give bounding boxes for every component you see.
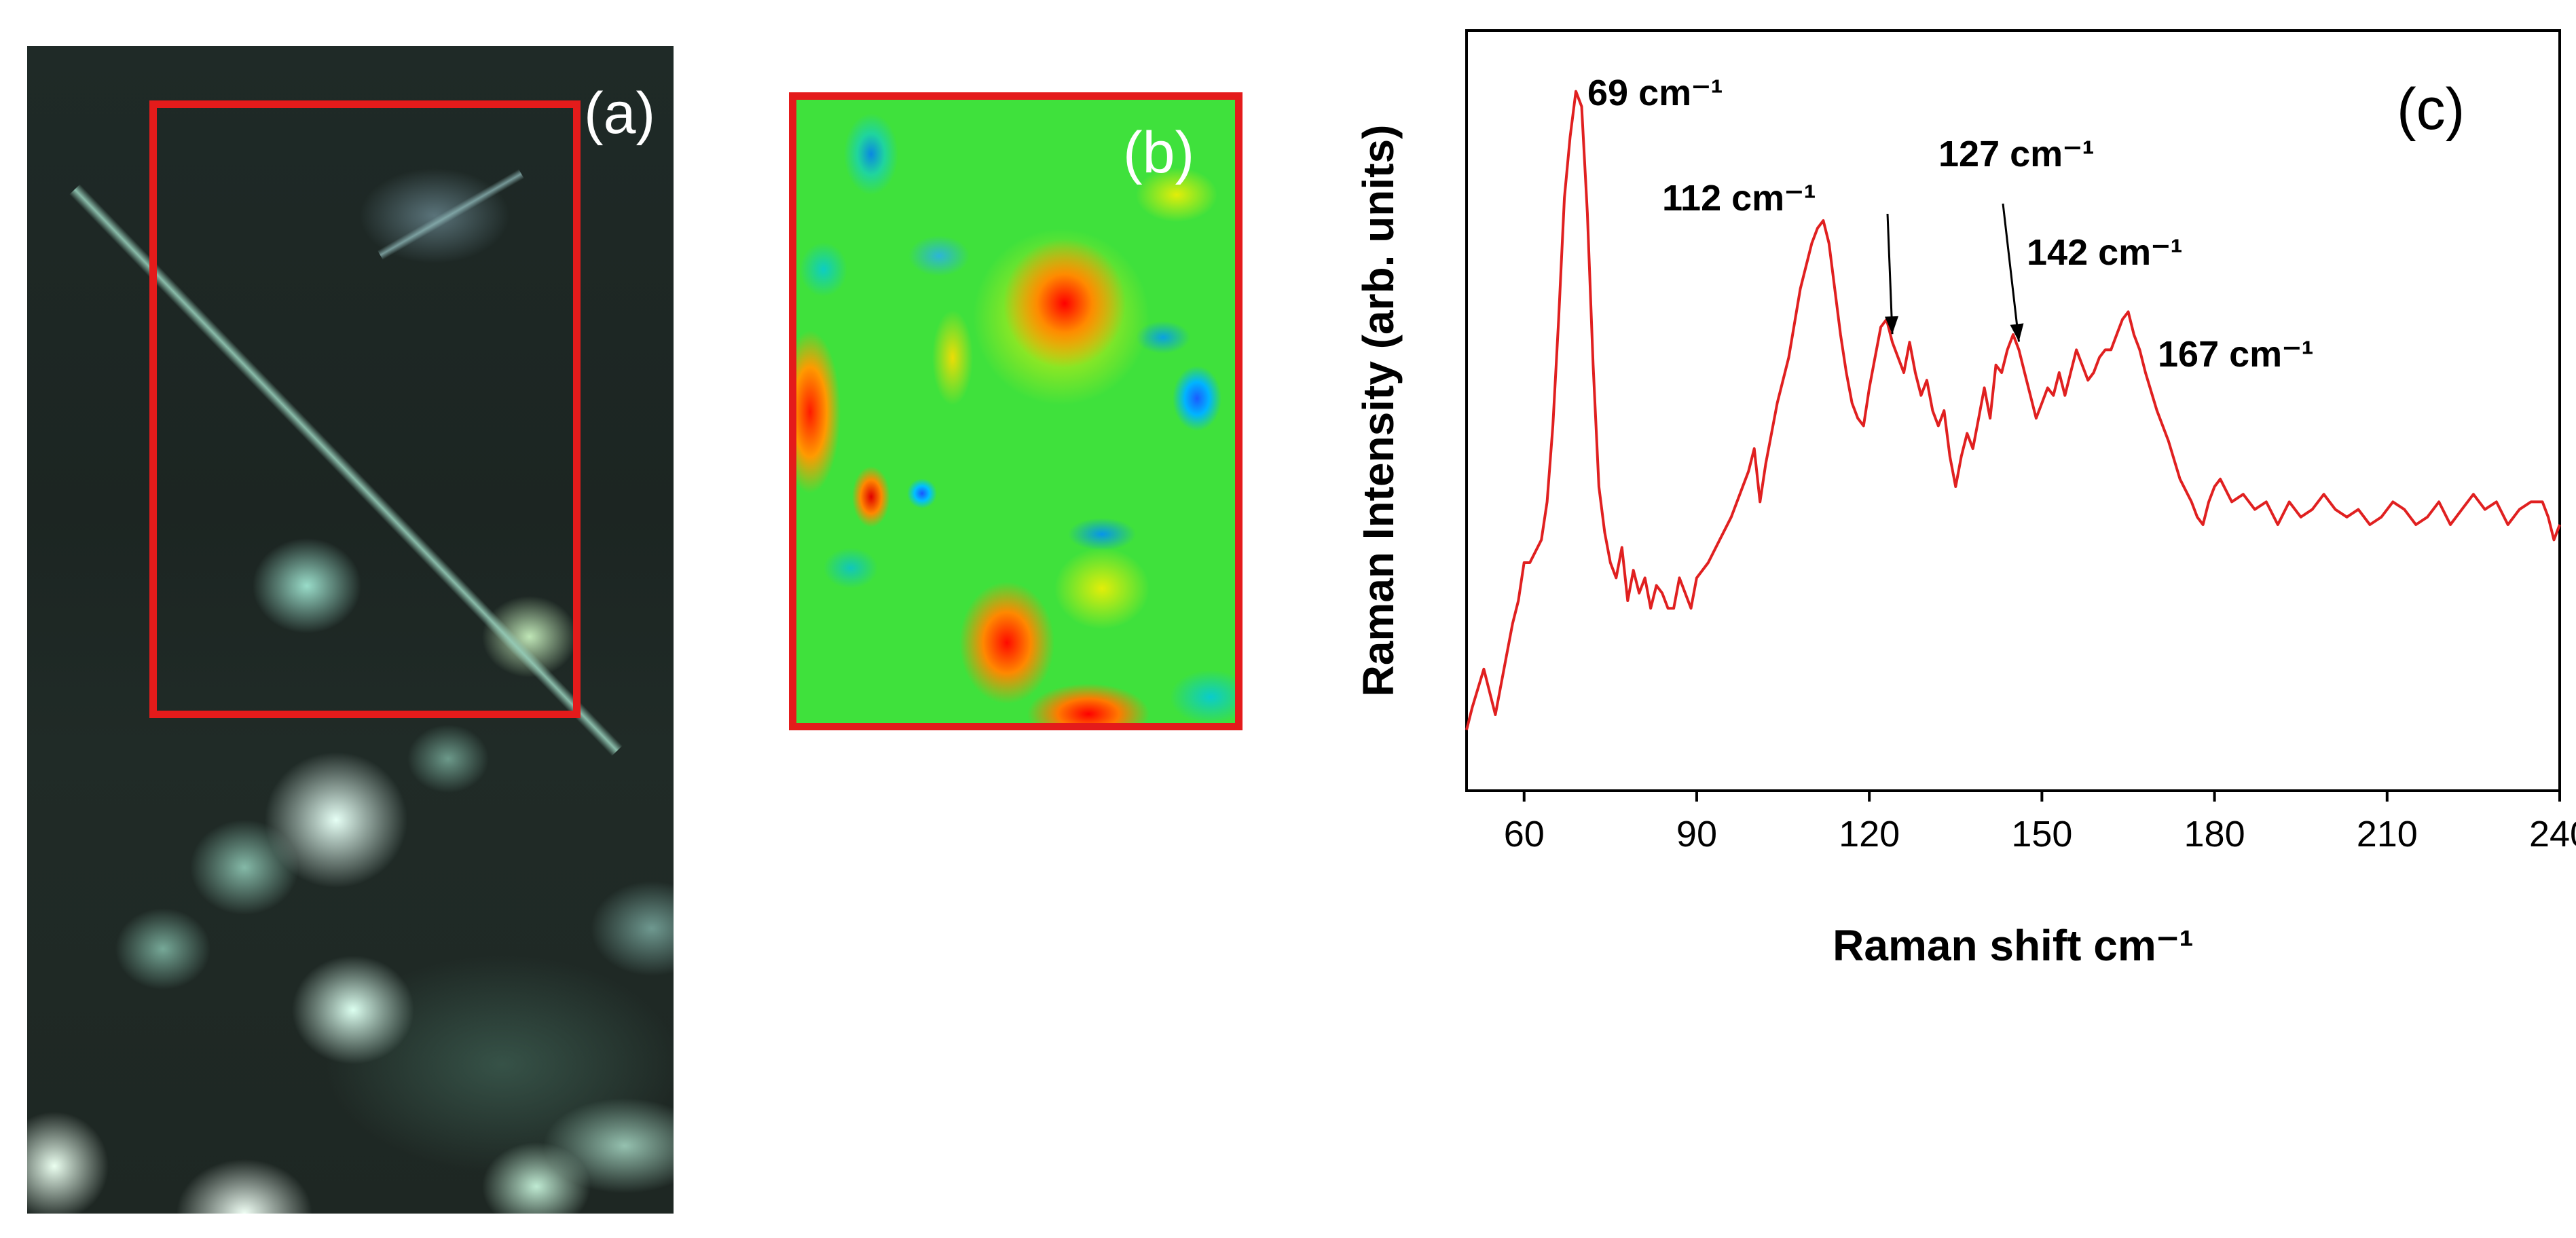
x-axis-title: Raman shift cm⁻¹ [1833, 921, 2194, 970]
panel-a-label: (a) [584, 81, 656, 146]
plot-frame [1465, 29, 2561, 792]
y-axis-title: Raman Intensity (arb. units) [1354, 125, 1403, 697]
peak-arrowhead [1885, 316, 1899, 335]
peak-arrowhead [2010, 323, 2024, 342]
x-tick-label: 240 [2529, 814, 2576, 855]
panel-b-label: (b) [1123, 120, 1195, 185]
x-tick-label: 90 [1676, 814, 1717, 855]
peak-label: 112 cm⁻¹ [1662, 178, 1816, 219]
x-axis-ticks: 60 90 120 150 180 210 240 [1504, 791, 2576, 855]
panel-c-label: (c) [2397, 77, 2465, 142]
peak-label: 167 cm⁻¹ [2158, 334, 2314, 375]
x-tick-label: 120 [1839, 814, 1900, 855]
spectrum-line [1465, 90, 2561, 730]
x-tick-label: 180 [2184, 814, 2245, 855]
region-of-interest-box [149, 100, 581, 718]
x-tick-label: 60 [1504, 814, 1545, 855]
peak-arrow [2002, 203, 2020, 342]
peak-label: 142 cm⁻¹ [2027, 232, 2183, 273]
peak-label: 69 cm⁻¹ [1587, 73, 1723, 113]
x-tick-label: 150 [2011, 814, 2072, 855]
peak-arrow [1886, 213, 1894, 335]
optical-micrograph: (a) [27, 46, 674, 1214]
peak-label: 127 cm⁻¹ [1938, 134, 2095, 174]
raman-spectrum-chart: 60 90 120 150 180 210 240 69 cm⁻¹ 112 cm⁻¹ 127 c… [1354, 29, 2576, 970]
peak-annotations: 69 cm⁻¹ 112 cm⁻¹ 127 cm⁻¹ 142 cm⁻¹ 167 cm⁻¹ [1587, 73, 2314, 375]
x-tick-label: 210 [2357, 814, 2418, 855]
raman-intensity-map [789, 92, 1243, 730]
raman-spectrum-panel: 60 90 120 150 180 210 240 69 cm⁻¹ 112 cm⁻¹ 127 c… [1331, 14, 2576, 1032]
